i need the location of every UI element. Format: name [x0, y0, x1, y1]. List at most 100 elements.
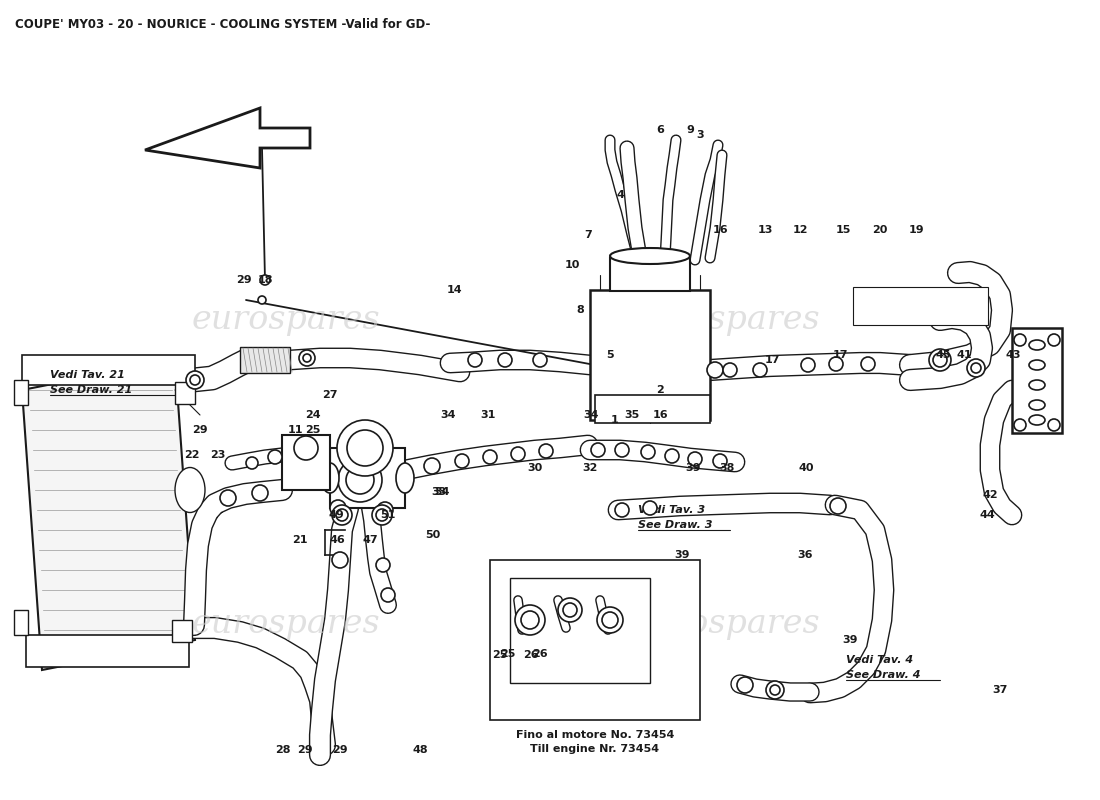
- Circle shape: [737, 677, 754, 693]
- Text: 17: 17: [764, 355, 780, 365]
- Text: 24: 24: [305, 410, 321, 420]
- Ellipse shape: [610, 248, 690, 264]
- Text: See Draw. 21: See Draw. 21: [50, 385, 132, 395]
- Circle shape: [967, 359, 984, 377]
- Text: 23: 23: [210, 450, 225, 460]
- Polygon shape: [145, 108, 310, 168]
- Text: 16: 16: [712, 225, 728, 235]
- Text: 29: 29: [332, 745, 348, 755]
- Bar: [595, 395, 710, 423]
- Ellipse shape: [175, 467, 205, 513]
- Text: 4: 4: [616, 190, 624, 200]
- Text: 26: 26: [532, 649, 548, 659]
- Circle shape: [723, 363, 737, 377]
- Circle shape: [372, 505, 392, 525]
- Circle shape: [1048, 334, 1060, 346]
- Circle shape: [591, 443, 605, 457]
- Text: 39: 39: [685, 463, 701, 473]
- Text: 25: 25: [500, 649, 516, 659]
- Circle shape: [381, 588, 395, 602]
- Text: 27: 27: [322, 390, 338, 400]
- Circle shape: [766, 681, 784, 699]
- Text: See Draw. 17: See Draw. 17: [858, 308, 940, 318]
- Bar: [282, 435, 330, 490]
- Bar: [590, 290, 710, 420]
- Text: 19: 19: [910, 225, 925, 235]
- Circle shape: [346, 430, 383, 466]
- Text: 29: 29: [192, 425, 208, 435]
- Text: 28: 28: [275, 745, 290, 755]
- Circle shape: [512, 447, 525, 461]
- Text: 35: 35: [625, 410, 639, 420]
- Circle shape: [861, 357, 875, 371]
- Text: 18: 18: [257, 275, 273, 285]
- Ellipse shape: [1028, 340, 1045, 350]
- Circle shape: [1014, 334, 1026, 346]
- Circle shape: [346, 466, 374, 494]
- Text: eurospares: eurospares: [631, 304, 821, 336]
- Bar: [14, 610, 28, 635]
- Text: 38: 38: [719, 463, 735, 473]
- Bar: [26, 635, 189, 667]
- Circle shape: [186, 371, 204, 389]
- Circle shape: [688, 452, 702, 466]
- Circle shape: [558, 598, 582, 622]
- Text: 50: 50: [426, 530, 441, 540]
- Bar: [240, 347, 290, 373]
- Text: 10: 10: [564, 260, 580, 270]
- Ellipse shape: [396, 463, 414, 493]
- Text: 51: 51: [381, 510, 396, 520]
- Circle shape: [258, 296, 266, 304]
- Circle shape: [615, 443, 629, 457]
- Text: Vedi Tav. 21: Vedi Tav. 21: [50, 370, 125, 380]
- Circle shape: [299, 350, 315, 366]
- Text: See Draw. 3: See Draw. 3: [638, 520, 713, 530]
- Circle shape: [830, 498, 846, 514]
- Bar: [14, 380, 28, 405]
- Text: eurospares: eurospares: [191, 608, 381, 640]
- Ellipse shape: [1028, 380, 1045, 390]
- Circle shape: [376, 558, 390, 572]
- Text: COUPE' MY03 - 20 - NOURICE - COOLING SYSTEM -Valid for GD-: COUPE' MY03 - 20 - NOURICE - COOLING SYS…: [15, 18, 430, 31]
- Circle shape: [615, 503, 629, 517]
- Text: Vedi Tav. 3: Vedi Tav. 3: [638, 505, 705, 515]
- Bar: [22, 355, 195, 385]
- Text: 5: 5: [606, 350, 614, 360]
- Bar: [510, 578, 650, 683]
- Polygon shape: [22, 360, 195, 670]
- Circle shape: [641, 445, 654, 459]
- Circle shape: [377, 502, 393, 518]
- Text: 40: 40: [799, 463, 814, 473]
- Text: 25: 25: [306, 425, 321, 435]
- Bar: [175, 382, 195, 404]
- Text: 21: 21: [293, 535, 308, 545]
- Circle shape: [336, 509, 348, 521]
- Text: 33: 33: [431, 487, 447, 497]
- Text: 30: 30: [527, 463, 542, 473]
- Text: 46: 46: [329, 535, 345, 545]
- Circle shape: [252, 485, 268, 501]
- Circle shape: [707, 362, 723, 378]
- Text: 37: 37: [992, 685, 1008, 695]
- Text: 41: 41: [956, 350, 971, 360]
- Bar: [330, 448, 405, 508]
- Text: 26: 26: [524, 650, 539, 660]
- Circle shape: [468, 353, 482, 367]
- Text: 15: 15: [835, 225, 850, 235]
- Text: 3: 3: [696, 130, 704, 140]
- Text: 9: 9: [686, 125, 694, 135]
- Circle shape: [498, 353, 512, 367]
- Text: eurospares: eurospares: [631, 608, 821, 640]
- Circle shape: [220, 490, 236, 506]
- Bar: [852, 287, 988, 325]
- Circle shape: [829, 357, 843, 371]
- Circle shape: [455, 454, 469, 468]
- Text: 22: 22: [185, 450, 200, 460]
- Text: 34: 34: [434, 487, 450, 497]
- Text: See Draw. 4: See Draw. 4: [846, 670, 921, 680]
- Text: 16: 16: [652, 410, 668, 420]
- Circle shape: [268, 450, 282, 464]
- Ellipse shape: [321, 463, 339, 493]
- Circle shape: [770, 685, 780, 695]
- Text: 39: 39: [674, 550, 690, 560]
